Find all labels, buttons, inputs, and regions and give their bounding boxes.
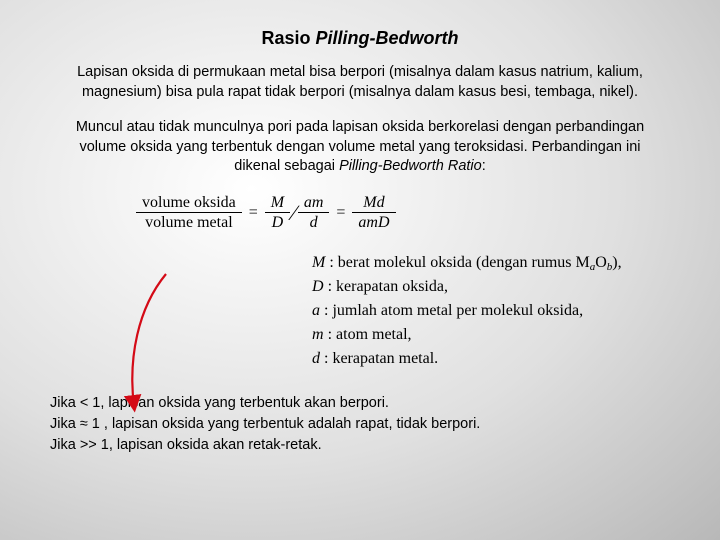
frac-mid1: M D: [265, 193, 290, 233]
def-M-tail: ),: [612, 254, 621, 271]
frac-lhs: volume oksida volume metal: [136, 193, 242, 233]
def-m-text: atom metal,: [336, 326, 412, 343]
cond-2: Jika ≈ 1 , lapisan oksida yang terbentuk…: [50, 414, 670, 435]
slash: ∕: [292, 200, 296, 226]
cond-1: Jika < 1, lapisan oksida yang terbentuk …: [50, 393, 670, 414]
conditions: Jika < 1, lapisan oksida yang terbentuk …: [50, 393, 670, 456]
definitions: M : berat molekul oksida (dengan rumus M…: [312, 251, 670, 371]
title-italic: Pilling-Bedworth: [316, 28, 459, 48]
def-M-mid: O: [595, 254, 607, 271]
rhs-den: amD: [352, 213, 395, 233]
def-d: d : kerapatan metal.: [312, 347, 670, 371]
def-M-text: berat molekul oksida (dengan rumus M: [338, 254, 590, 271]
cond-3: Jika >> 1, lapisan oksida akan retak-ret…: [50, 435, 670, 456]
frac-rhs: Md amD: [352, 193, 395, 233]
slide-title: Rasio Pilling-Bedworth: [50, 28, 670, 49]
def-a: a : jumlah atom metal per molekul oksida…: [312, 299, 670, 323]
equals-2: =: [336, 204, 345, 222]
mid2-num: am: [298, 193, 330, 213]
def-a-text: jumlah atom metal per molekul oksida,: [332, 302, 583, 319]
mid-num: M: [265, 193, 290, 213]
def-M-sub1: a: [590, 261, 596, 273]
def-M-sub2: b: [607, 261, 613, 273]
paragraph-2: Muncul atau tidak munculnya pori pada la…: [70, 118, 650, 177]
mid2-den: d: [304, 213, 324, 233]
mid-den: D: [266, 213, 290, 233]
def-D: D : kerapatan oksida,: [312, 275, 670, 299]
def-d-text: kerapatan metal.: [332, 350, 438, 367]
paragraph-1: Lapisan oksida di permukaan metal bisa b…: [70, 63, 650, 102]
lhs-den: volume metal: [139, 213, 239, 233]
formula: volume oksida volume metal = M D ∕ am d …: [136, 193, 670, 233]
paragraph-2c: :: [482, 158, 486, 174]
equals-1: =: [249, 204, 258, 222]
frac-mid2: am d: [298, 193, 330, 233]
title-text: Rasio: [261, 28, 315, 48]
lhs-num: volume oksida: [136, 193, 242, 213]
def-D-text: kerapatan oksida,: [336, 278, 448, 295]
rhs-num: Md: [357, 193, 390, 213]
paragraph-2b: Pilling-Bedworth Ratio: [339, 158, 482, 174]
def-M: M : berat molekul oksida (dengan rumus M…: [312, 251, 670, 275]
def-m: m : atom metal,: [312, 323, 670, 347]
